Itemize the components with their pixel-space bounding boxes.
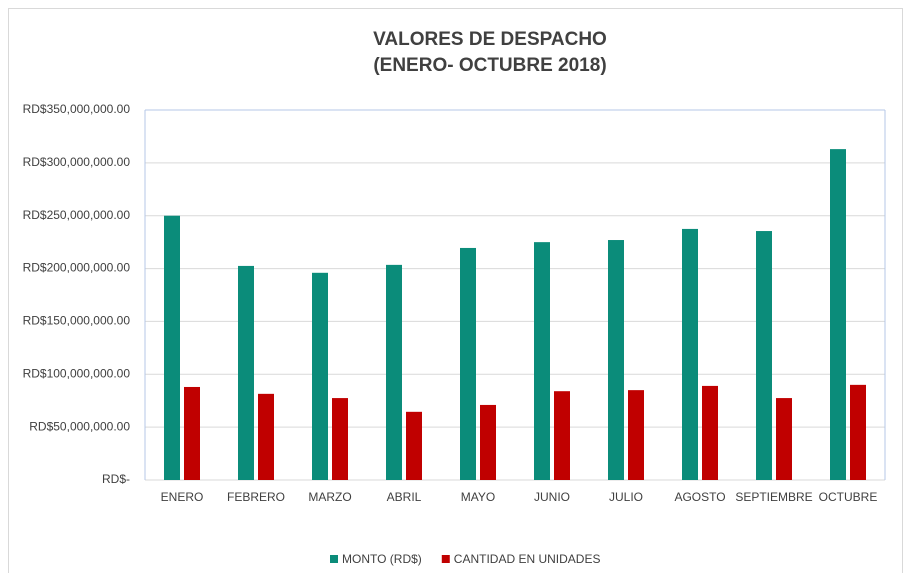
x-tick-label: JULIO (609, 490, 643, 504)
bar (258, 393, 274, 480)
y-tick-label: RD$300,000,000.00 (23, 155, 131, 169)
x-tick-label: AGOSTO (674, 490, 725, 504)
bar (238, 265, 254, 480)
x-tick-label: MAYO (461, 490, 495, 504)
bar (830, 149, 846, 480)
bar (776, 398, 792, 480)
bar (702, 385, 718, 480)
y-tick-label: RD$50,000,000.00 (29, 419, 130, 433)
bar (608, 240, 624, 480)
bar (406, 411, 422, 480)
chart-title: VALORES DE DESPACHO (373, 29, 607, 50)
chart-subtitle: (ENERO- OCTUBRE 2018) (373, 55, 606, 76)
chart-frame (8, 8, 903, 573)
bar (184, 386, 200, 480)
x-tick-label: ENERO (161, 490, 204, 504)
bar (332, 398, 348, 480)
x-tick-label: OCTUBRE (819, 490, 878, 504)
bar (628, 390, 644, 480)
y-tick-label: RD$350,000,000.00 (23, 102, 131, 116)
bar (534, 242, 550, 480)
x-tick-label: ABRIL (387, 490, 422, 504)
bar (164, 215, 180, 480)
legend-swatch (330, 555, 338, 563)
legend-swatch (441, 555, 450, 563)
bar (850, 384, 866, 480)
bar (756, 231, 772, 480)
bar (386, 264, 402, 480)
y-tick-label: RD$100,000,000.00 (23, 366, 131, 380)
y-tick-label: RD$150,000,000.00 (23, 314, 131, 328)
bar (554, 391, 570, 480)
y-tick-label: RD$250,000,000.00 (23, 208, 131, 222)
legend-label: CANTIDAD EN UNIDADES (454, 552, 601, 566)
x-tick-label: JUNIO (534, 490, 570, 504)
y-tick-label: RD$200,000,000.00 (23, 261, 131, 275)
bar (460, 247, 476, 480)
bar (682, 228, 698, 480)
x-tick-label: SEPTIEMBRE (735, 490, 812, 504)
bar (480, 404, 496, 480)
y-tick-label: RD$- (102, 472, 130, 486)
x-tick-label: MARZO (308, 490, 351, 504)
bar (312, 272, 328, 480)
legend-label: MONTO (RD$) (342, 552, 422, 566)
x-tick-label: FEBRERO (227, 490, 285, 504)
